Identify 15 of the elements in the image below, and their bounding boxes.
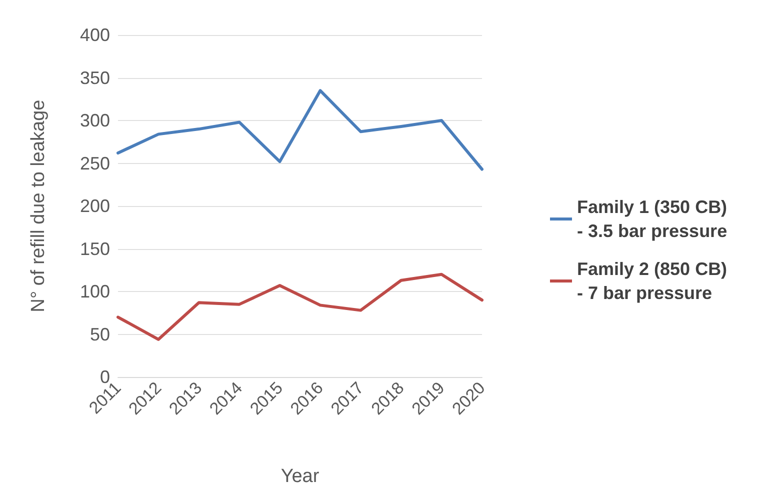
y-tick-label: 400 bbox=[80, 25, 110, 45]
y-tick-label: 350 bbox=[80, 68, 110, 88]
legend-label: Family 2 (850 CB) - 7 bar pressure bbox=[577, 259, 732, 303]
legend-label: Family 1 (350 CB) - 3.5 bar pressure bbox=[577, 197, 732, 241]
y-tick-label: 0 bbox=[100, 367, 110, 387]
y-tick-label: 50 bbox=[90, 324, 110, 344]
y-tick-label: 100 bbox=[80, 282, 110, 302]
y-tick-label: 250 bbox=[80, 153, 110, 174]
line-series bbox=[116, 272, 484, 341]
x-axis-title: Year bbox=[280, 466, 320, 487]
y-tick-label: 200 bbox=[80, 196, 110, 216]
y-tick-label: 150 bbox=[80, 238, 110, 259]
y-tick-label: 300 bbox=[80, 110, 110, 130]
line-series bbox=[116, 89, 484, 171]
y-axis-title: N° of refill due to leakage bbox=[28, 100, 49, 312]
